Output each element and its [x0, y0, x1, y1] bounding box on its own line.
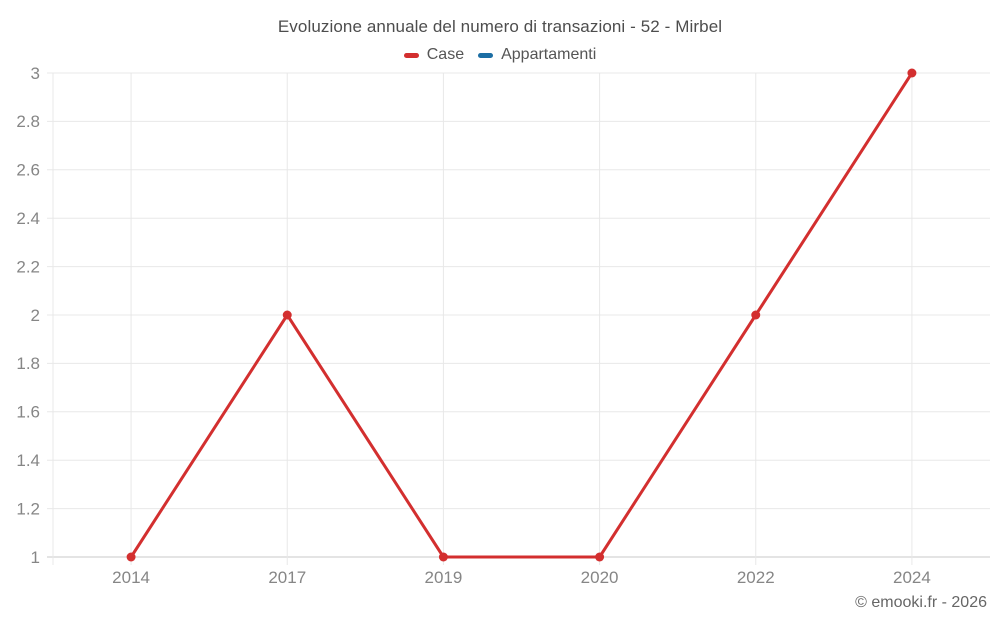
legend-label-case: Case	[426, 46, 465, 63]
data-point-marker[interactable]	[907, 68, 917, 78]
x-axis-tick-label: 2024	[893, 568, 931, 587]
y-axis-tick-label: 2.4	[16, 209, 40, 228]
y-axis-tick-label: 1.2	[16, 499, 40, 518]
legend-item-appartamenti[interactable]: Appartamenti	[478, 46, 596, 64]
data-point-marker[interactable]	[282, 310, 292, 320]
x-axis-tick-label: 2020	[581, 568, 619, 587]
data-point-marker[interactable]	[438, 552, 448, 562]
y-axis-tick-label: 2	[31, 306, 40, 325]
y-axis-tick-label: 1.4	[16, 451, 40, 470]
legend-item-case[interactable]: Case	[403, 46, 465, 64]
x-axis-tick-label: 2019	[425, 568, 463, 587]
y-axis-tick-label: 2.2	[16, 257, 40, 276]
data-point-marker[interactable]	[595, 552, 605, 562]
y-axis-tick-label: 2.8	[16, 112, 40, 131]
series-line-case	[129, 71, 914, 559]
x-axis-tick-label: 2022	[737, 568, 775, 587]
y-axis-tick-label: 1.8	[16, 354, 40, 373]
chart-title: Evoluzione annuale del numero di transaz…	[277, 17, 723, 36]
legend-swatch-case	[403, 52, 419, 58]
y-axis-tick-label: 3	[31, 64, 40, 83]
legend-swatch-appartamenti	[478, 52, 494, 58]
legend-label-appartamenti: Appartamenti	[501, 46, 597, 63]
data-point-marker[interactable]	[126, 552, 136, 562]
y-axis-tick-label: 2.6	[16, 161, 40, 180]
copyright: © emooki.fr - 2026	[855, 594, 987, 611]
x-axis-tick-label: 2014	[112, 568, 150, 587]
y-axis-tick-label: 1	[31, 548, 40, 567]
x-axis-tick-label: 2017	[268, 568, 306, 587]
legend: Case Appartamenti	[0, 46, 1000, 64]
data-point-marker[interactable]	[751, 310, 761, 320]
y-axis-tick-label: 1.6	[16, 403, 40, 422]
